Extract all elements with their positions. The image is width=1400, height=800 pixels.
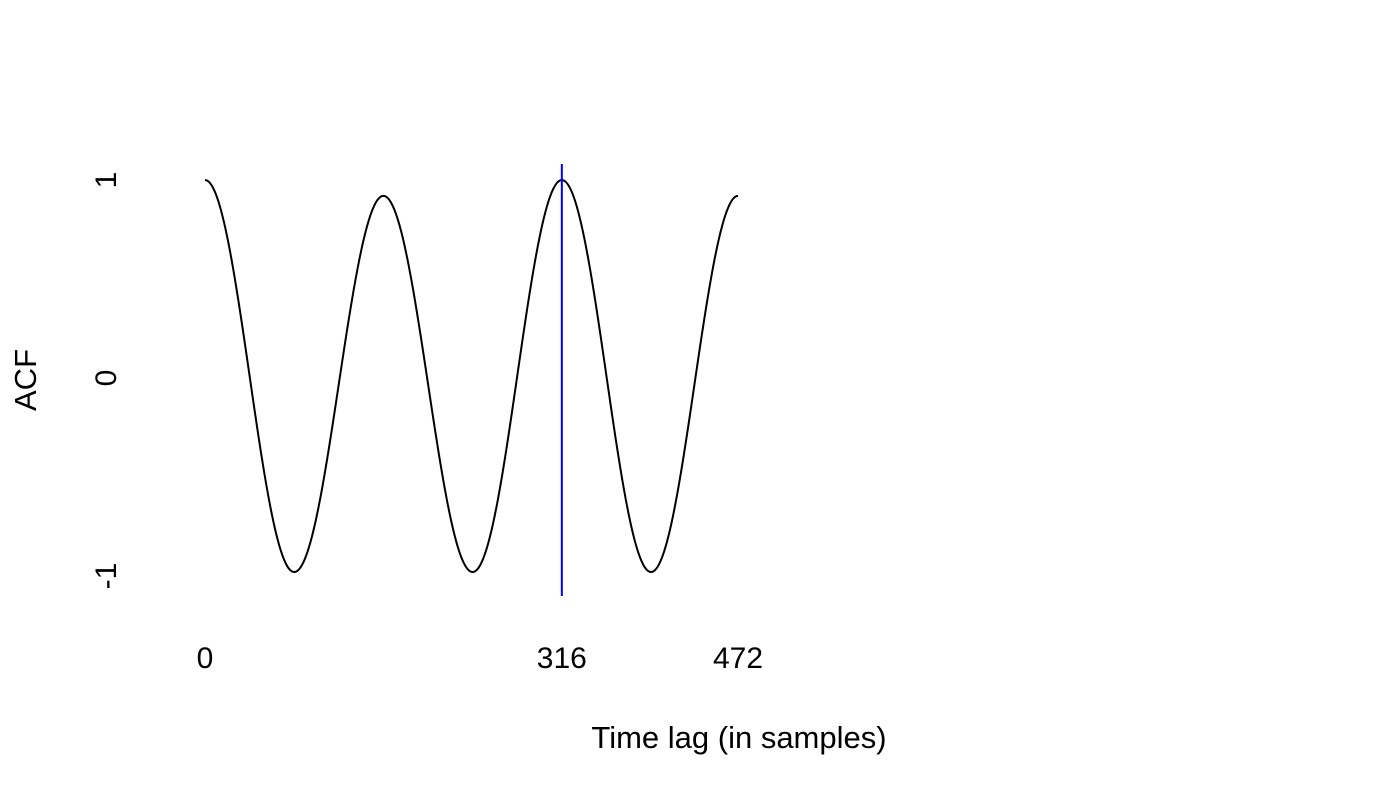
x-tick-label: 0 xyxy=(197,642,214,675)
y-axis-title: ACF xyxy=(8,349,43,411)
y-tick-label: -1 xyxy=(90,563,123,590)
acf-series-line-0 xyxy=(204,178,739,574)
x-tick-label: 472 xyxy=(713,642,763,675)
y-tick-labels: -1 0 1 xyxy=(90,172,123,590)
plot-area xyxy=(204,164,739,596)
y-tick-label: 1 xyxy=(90,172,123,189)
y-tick-label: 0 xyxy=(90,370,123,387)
x-axis-title: Time lag (in samples) xyxy=(591,720,886,755)
x-tick-labels: 0 316 472 xyxy=(197,642,763,675)
x-tick-label: 316 xyxy=(537,642,587,675)
